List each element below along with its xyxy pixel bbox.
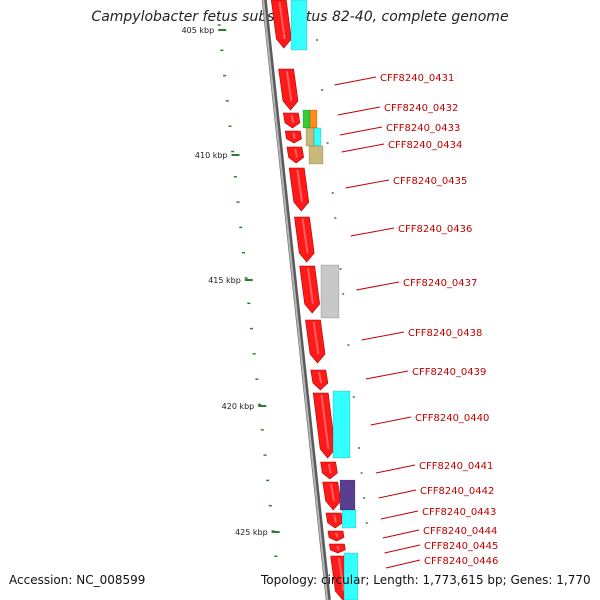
feature-block: [302, 109, 311, 129]
label-leader: [380, 510, 419, 520]
feature-block: [308, 145, 324, 165]
gene-label: CFF8240_0446: [424, 556, 498, 567]
scale-label: 420 kbp: [222, 402, 255, 411]
cds-arrow: [310, 369, 329, 391]
cds-highlight: [278, 1, 286, 40]
cds-arrow: [294, 216, 315, 263]
scale-label: 410 kbp: [195, 151, 228, 160]
genome-summary: Topology: circular; Length: 1,773,615 bp…: [261, 573, 591, 587]
gene-label: CFF8240_0444: [423, 526, 497, 537]
cds-arrow: [282, 112, 301, 129]
label-leaders: CFF8240_0431 CFF8240_0432 CFF8240_0433 CFF8…: [334, 73, 498, 569]
feature-block: [320, 264, 340, 319]
label-leader: [334, 76, 377, 86]
cds-arrow: [322, 481, 342, 511]
label-leader: [339, 126, 383, 136]
gene-label: CFF8240_0433: [386, 123, 460, 134]
cds-highlight: [290, 114, 295, 123]
cds-highlight: [306, 267, 314, 305]
label-leader: [375, 464, 416, 474]
tick-marks: 405 kbp 410 kbp 415 kbp 420 kbp 425 kbp: [182, 24, 368, 558]
cds-highlight: [285, 70, 293, 102]
gene-label: CFF8240_0437: [403, 278, 477, 289]
feature-block: [313, 127, 322, 147]
cds-highlight: [294, 148, 298, 158]
gene-label: CFF8240_0436: [398, 224, 472, 235]
cds-highlight: [335, 532, 339, 538]
cds-arrow: [305, 319, 326, 364]
label-leader: [345, 179, 390, 189]
label-leader: [365, 370, 409, 380]
scale-label: 425 kbp: [235, 528, 268, 537]
cds-highlight: [312, 321, 320, 355]
gene-label: CFF8240_0438: [408, 328, 482, 339]
cds-arrow: [270, 0, 292, 49]
cds-highlight: [330, 483, 335, 502]
backbone-highlight: [262, 0, 329, 600]
cds-highlight: [327, 463, 332, 474]
gene-label: CFF8240_0440: [415, 413, 489, 424]
cds-arrow: [288, 167, 310, 212]
cds-arrow: [286, 146, 304, 164]
gene-label: CFF8240_0441: [419, 461, 493, 472]
genome-backbone: [261, 0, 331, 600]
feature-block: [309, 109, 318, 129]
cds-arrow: [325, 512, 343, 529]
gene-label: CFF8240_0443: [422, 507, 496, 518]
cds-highlight: [292, 132, 296, 140]
gene-label: CFF8240_0435: [393, 176, 467, 187]
cds-arrow: [299, 265, 321, 314]
label-leader: [361, 331, 405, 341]
cds-highlight: [337, 557, 345, 592]
scale-label: 405 kbp: [182, 26, 215, 35]
feature-block: [341, 509, 357, 529]
label-leader: [382, 529, 420, 539]
label-leader: [356, 281, 400, 291]
gene-label: CFF8240_0445: [424, 541, 498, 552]
gene-label: CFF8240_0432: [384, 103, 458, 114]
scale-label: 415 kbp: [208, 276, 241, 285]
feature-block: [305, 127, 315, 147]
feature-block: [290, 0, 308, 51]
gene-label: CFF8240_0434: [388, 140, 462, 151]
feature-blocks: [270, 0, 359, 600]
feature-block: [332, 390, 351, 459]
accession-label: Accession: NC_008599: [9, 573, 146, 587]
cds-highlight: [301, 218, 309, 254]
cds-arrow: [320, 461, 338, 480]
label-leader: [337, 106, 381, 116]
label-leader: [385, 559, 421, 569]
cds-highlight: [318, 371, 323, 384]
label-leader: [370, 416, 412, 426]
gene-label: CFF8240_0431: [380, 73, 454, 84]
cds-highlight: [336, 545, 340, 551]
label-leader: [384, 544, 421, 554]
label-leader: [341, 143, 385, 153]
cds-arrow: [278, 68, 299, 111]
cds-highlight: [296, 169, 304, 203]
cds-highlight: [320, 394, 330, 450]
cds-arrow: [312, 392, 336, 459]
feature-block: [343, 552, 359, 600]
gene-label: CFF8240_0442: [420, 486, 494, 497]
label-leader: [350, 227, 395, 237]
label-leader: [378, 489, 417, 499]
cds-highlight: [333, 514, 337, 523]
feature-block: [339, 479, 356, 511]
gene-label: CFF8240_0439: [412, 367, 486, 378]
